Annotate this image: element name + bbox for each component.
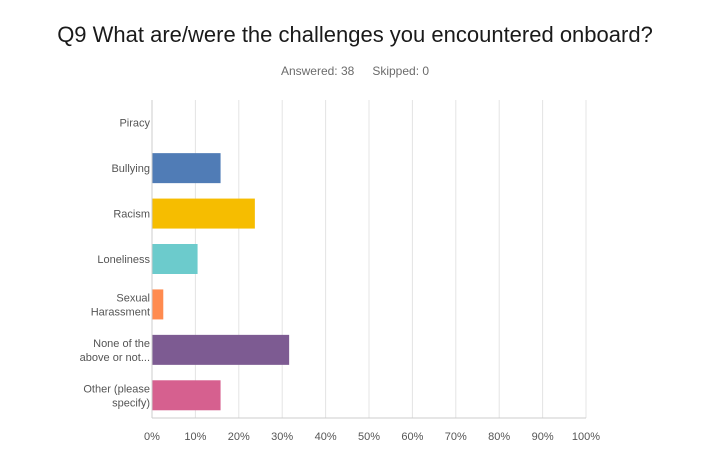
category-label: Other (please specify) bbox=[83, 383, 150, 409]
x-tick-label: 10% bbox=[184, 431, 206, 443]
x-tick-label: 0% bbox=[144, 431, 160, 443]
x-tick-label: 40% bbox=[315, 431, 337, 443]
x-tick-label: 50% bbox=[358, 431, 380, 443]
bar bbox=[152, 198, 255, 229]
category-label: None of the above or not... bbox=[80, 338, 150, 364]
x-tick-label: 90% bbox=[532, 431, 554, 443]
x-tick-label: 20% bbox=[228, 431, 250, 443]
bar bbox=[152, 153, 221, 184]
x-tick-label: 60% bbox=[401, 431, 423, 443]
skipped-count: Skipped: 0 bbox=[372, 64, 430, 78]
x-tick-label: 80% bbox=[488, 431, 510, 443]
bar bbox=[152, 380, 221, 411]
x-tick-label: 30% bbox=[271, 431, 293, 443]
response-stats: Answered: 38 Skipped: 0 bbox=[0, 64, 710, 78]
answered-count: Answered: 38 bbox=[280, 64, 355, 78]
x-tick-label: 70% bbox=[445, 431, 467, 443]
category-label: Piracy bbox=[119, 118, 150, 130]
bar bbox=[152, 289, 164, 320]
category-label: Loneliness bbox=[97, 254, 150, 266]
category-label: Racism bbox=[113, 209, 150, 221]
category-label: Bullying bbox=[111, 163, 150, 175]
bar bbox=[152, 334, 290, 365]
x-tick-label: 100% bbox=[572, 431, 600, 443]
chart-title: Q9 What are/were the challenges you enco… bbox=[57, 22, 653, 47]
category-label: Sexual Harassment bbox=[91, 292, 150, 318]
bar bbox=[152, 244, 198, 274]
